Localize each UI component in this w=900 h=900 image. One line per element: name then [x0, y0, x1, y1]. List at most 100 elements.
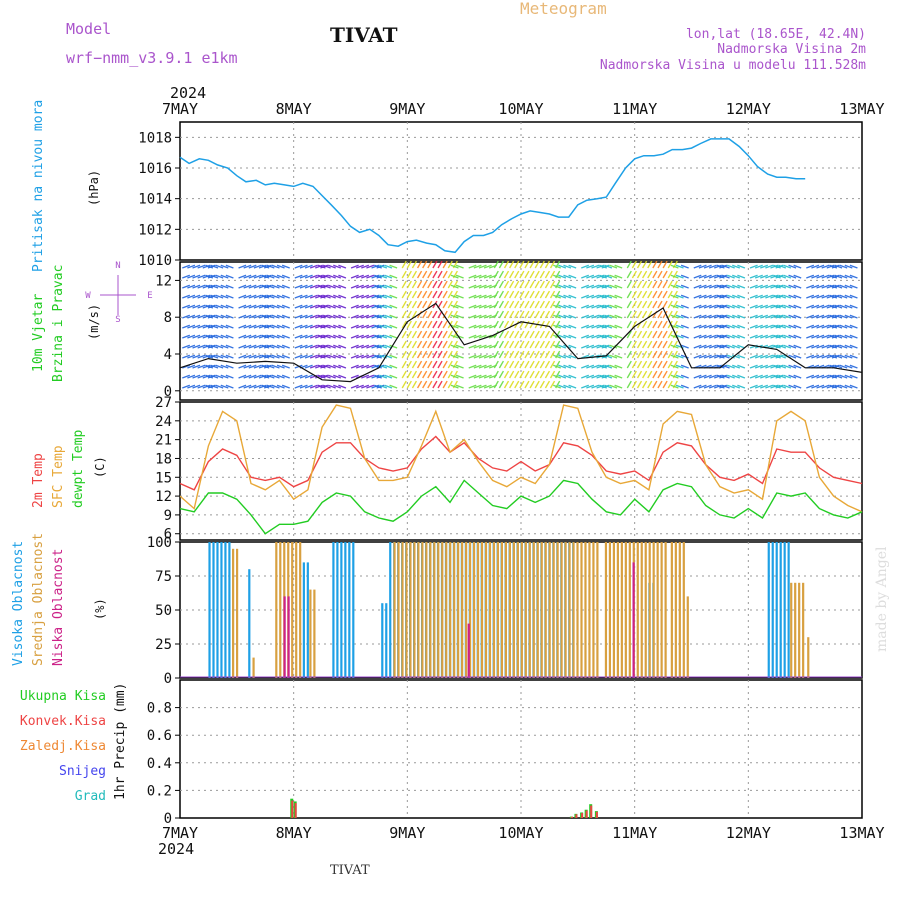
wind-arrow — [514, 300, 520, 309]
wind-arrow — [455, 344, 464, 349]
wind-arrow — [772, 364, 781, 369]
wind-arrow — [309, 284, 318, 289]
wind-arrow — [788, 384, 797, 389]
wind-arrow — [719, 334, 728, 339]
cloud-mid-bar — [437, 542, 440, 678]
wind-arrow — [549, 270, 556, 279]
wind-arrow — [350, 344, 359, 349]
wind-arrow — [493, 280, 499, 289]
wind-arrow — [276, 354, 285, 359]
wind-arrow — [192, 334, 201, 339]
wind-arrow — [581, 374, 590, 379]
wind-arrow — [379, 264, 388, 269]
wind-arrow — [238, 374, 247, 379]
wind-arrow — [591, 334, 600, 339]
compass-e: E — [147, 291, 152, 301]
wind-arrow — [355, 274, 364, 279]
wind-arrow — [544, 330, 551, 339]
wind-arrow — [636, 270, 643, 279]
wind-arrow — [708, 294, 717, 299]
wind-arrow — [770, 344, 779, 349]
wind-arrow — [737, 264, 746, 269]
wind-arrow — [215, 374, 224, 379]
wind-arrow — [304, 314, 313, 319]
wind-arrow — [760, 384, 769, 389]
wind-arrow — [519, 350, 525, 359]
precip-convective-bar — [291, 800, 294, 818]
wind-arrow — [553, 324, 562, 329]
y-tick-label: 6 — [164, 527, 172, 543]
wind-arrow — [609, 354, 618, 359]
y-tick-label: 0.4 — [147, 756, 172, 772]
wind-arrow — [604, 284, 613, 289]
cloud-mid-bar — [516, 542, 519, 678]
wind-arrow — [834, 294, 843, 299]
wind-arrow — [215, 294, 224, 299]
wind-arrow — [754, 294, 763, 299]
wind-arrow — [266, 284, 275, 289]
wind-arrow — [276, 324, 285, 329]
wind-arrow — [737, 334, 746, 339]
cloud-mid-bar — [576, 542, 579, 678]
wind-arrow — [261, 304, 270, 309]
cloud-mid-bar — [235, 548, 239, 678]
wind-arrow — [647, 360, 653, 369]
wind-arrow — [834, 374, 843, 379]
cloud-high-bar — [216, 542, 219, 678]
wind-arrow — [468, 304, 477, 309]
cloud-mid-bar — [620, 542, 623, 678]
wind-arrow — [788, 324, 797, 329]
wind-arrow — [839, 294, 848, 299]
wind-compass: N S E W — [85, 261, 152, 325]
wind-arrow — [327, 304, 336, 309]
cloud-mid-bar — [588, 542, 591, 678]
cloud-high-bar — [248, 569, 251, 678]
wind-arrow — [775, 264, 784, 269]
wind-arrow — [416, 280, 423, 289]
wind-arrow — [243, 284, 252, 289]
wind-arrow — [406, 360, 412, 369]
cloud-ylabel-2: Srednja Oblacnost — [31, 533, 46, 666]
wind-arrow — [849, 344, 858, 349]
wind-arrow — [473, 324, 482, 329]
wind-arrow — [450, 314, 459, 319]
wind-arrow — [591, 264, 600, 269]
y-tick-label: 25 — [155, 637, 172, 653]
wind-arrow — [737, 354, 746, 359]
wind-arrow — [586, 324, 595, 329]
wind-arrow — [437, 360, 443, 369]
wind-arrow — [558, 274, 567, 279]
cloud-mid-bar — [291, 542, 294, 678]
wind-arrow — [322, 344, 331, 349]
wind-arrow — [317, 314, 326, 319]
wind-arrow — [406, 340, 412, 349]
wind-arrow — [366, 284, 375, 289]
wind-arrow — [811, 304, 820, 309]
wind-arrow — [263, 364, 272, 369]
wind-arrow — [483, 384, 492, 389]
wind-arrow — [601, 324, 610, 329]
wind-arrow — [281, 314, 290, 319]
wind-arrow — [647, 260, 653, 269]
wind-arrow — [586, 384, 595, 389]
wind-arrow — [473, 364, 482, 369]
wind-arrow — [596, 304, 605, 309]
wind-arrow — [350, 384, 359, 389]
wind-arrow — [834, 284, 843, 289]
wind-arrow — [322, 384, 331, 389]
wind-arrow — [389, 374, 398, 379]
wind-arrow — [355, 334, 364, 339]
wind-arrow — [586, 314, 595, 319]
wind-arrow — [503, 290, 510, 299]
wind-arrow — [263, 274, 272, 279]
wind-arrow — [374, 304, 382, 309]
wind-arrow — [596, 364, 605, 369]
wind-arrow — [591, 274, 600, 279]
wind-arrow — [401, 350, 407, 359]
panel-frame-wind — [179, 261, 863, 401]
wind-arrow — [455, 354, 464, 359]
wind-arrow — [197, 274, 206, 279]
wind-arrow — [261, 334, 270, 339]
wind-arrow — [549, 320, 556, 329]
wind-arrow — [553, 384, 562, 389]
